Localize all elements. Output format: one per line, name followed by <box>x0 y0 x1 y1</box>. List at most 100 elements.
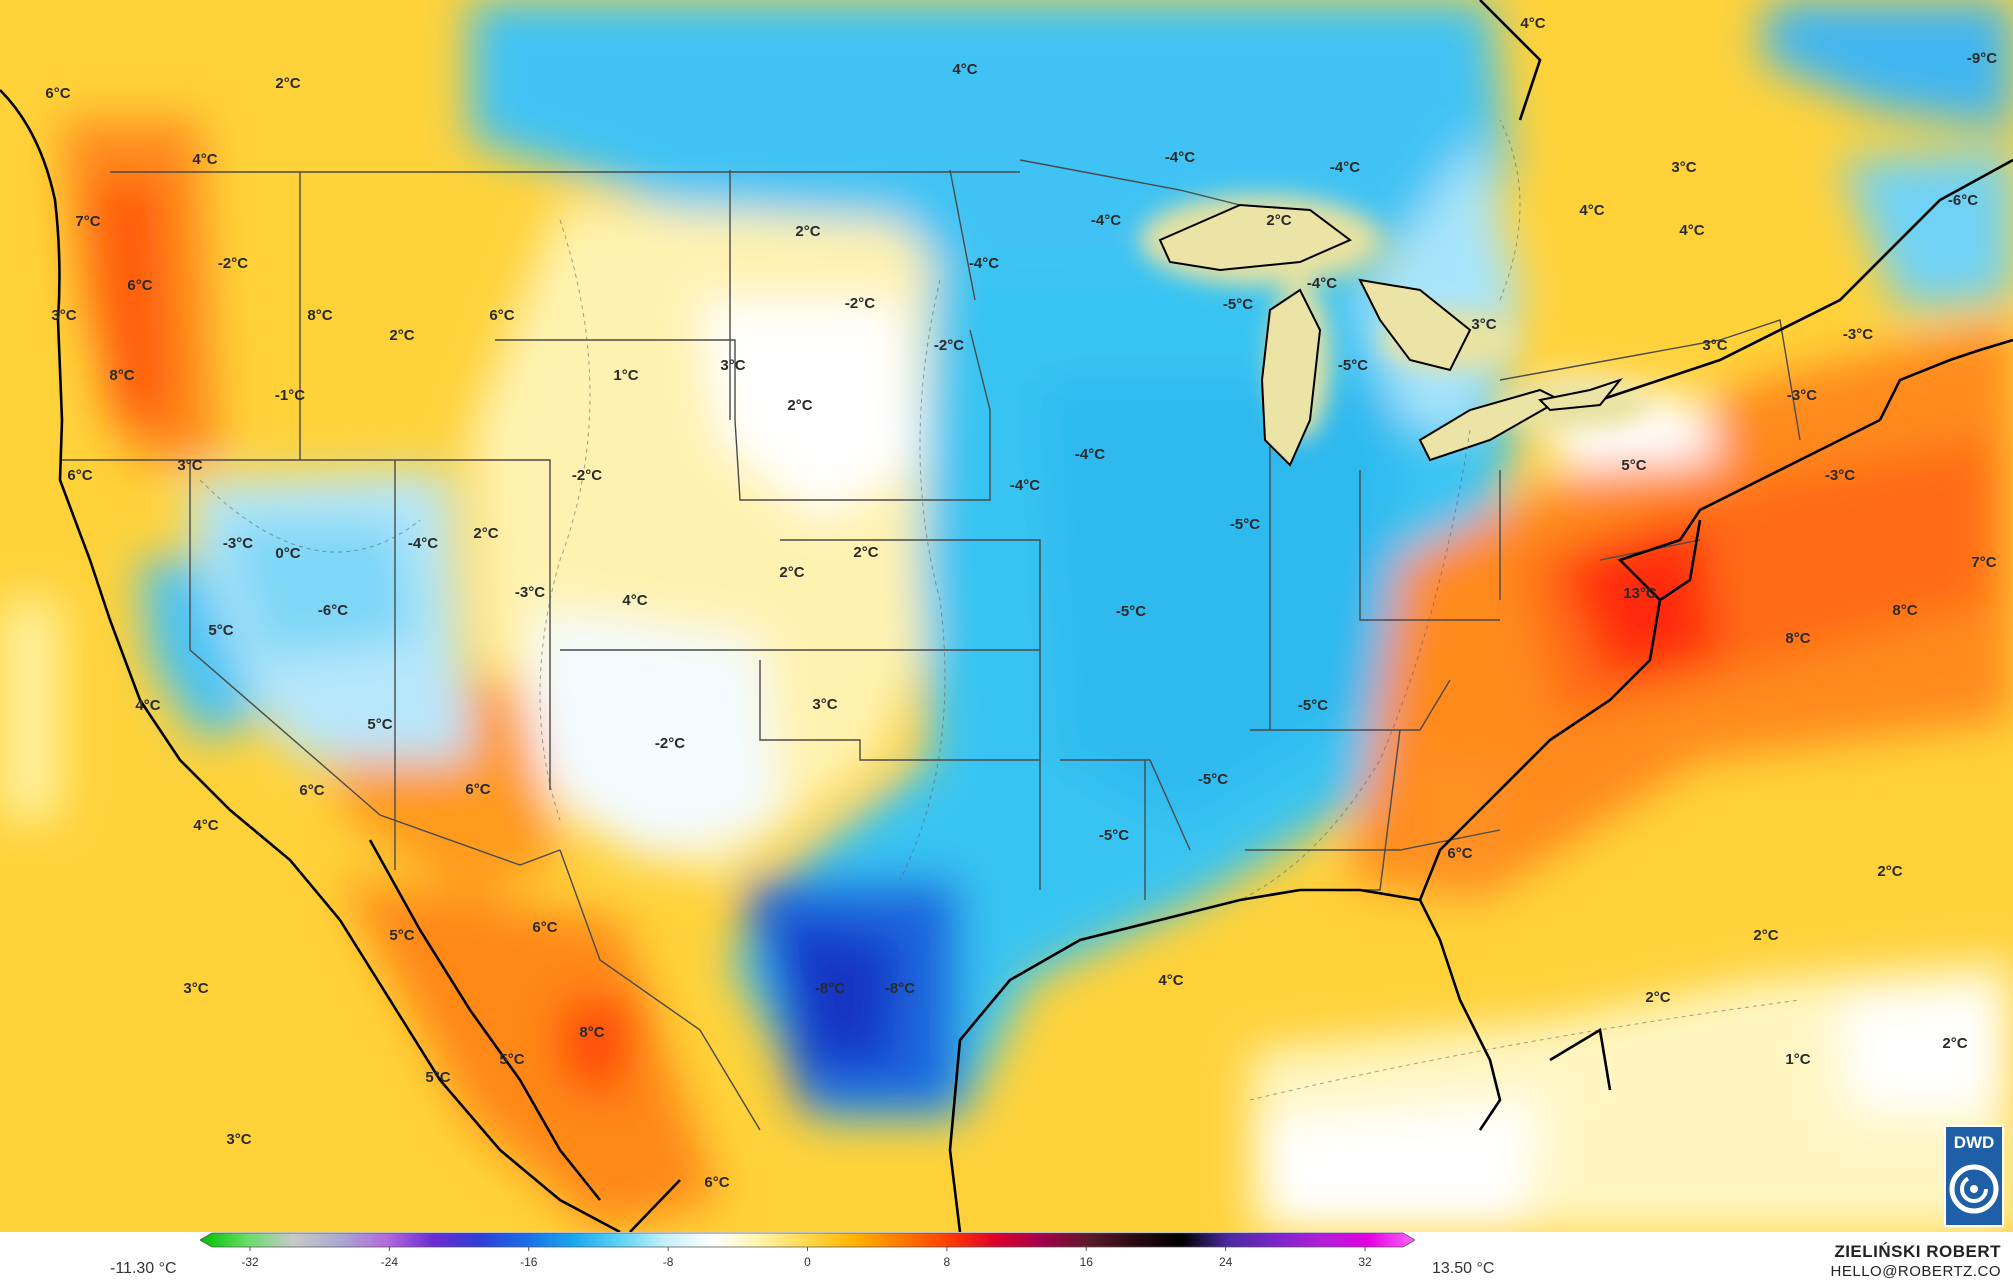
temperature-label: 1°C <box>613 367 638 384</box>
scale-tick-label: -8 <box>663 1255 674 1269</box>
temperature-label: 8°C <box>109 367 134 384</box>
temperature-label: 4°C <box>622 592 647 609</box>
temperature-label: 6°C <box>299 782 324 799</box>
temperature-label: 2°C <box>1753 927 1778 944</box>
temperature-label: 6°C <box>127 277 152 294</box>
temperature-label: -4°C <box>1165 149 1195 166</box>
temperature-label: 7°C <box>1971 554 1996 571</box>
temperature-label: -4°C <box>1010 477 1040 494</box>
temperature-label: -3°C <box>515 584 545 601</box>
temperature-label: 5°C <box>1621 457 1646 474</box>
temperature-label: -2°C <box>572 467 602 484</box>
temperature-label: 8°C <box>579 1024 604 1041</box>
contour-lines <box>199 119 1801 1101</box>
color-scale-ticks: -32 -24 -16 -8 0 8 16 24 32 <box>241 1247 1372 1269</box>
scale-tick-label: -32 <box>241 1255 259 1269</box>
temperature-label: -3°C <box>1787 387 1817 404</box>
temperature-label: -3°C <box>223 535 253 552</box>
temperature-label: 4°C <box>1520 15 1545 32</box>
temperature-label: -5°C <box>1198 771 1228 788</box>
scale-tick-label: -24 <box>381 1255 399 1269</box>
temperature-label: 3°C <box>812 696 837 713</box>
temperature-label: 13°C <box>1623 585 1657 602</box>
temperature-label: 2°C <box>1942 1035 1967 1052</box>
temperature-label: 6°C <box>45 85 70 102</box>
color-scale: -32 -24 -16 -8 0 8 16 24 32 <box>200 1232 1415 1269</box>
dwd-logo: DWD <box>1944 1125 2004 1227</box>
great-lakes <box>1158 203 1623 467</box>
temperature-label: -4°C <box>1075 446 1105 463</box>
temperature-label: 2°C <box>853 544 878 561</box>
temperature-label: 2°C <box>1877 863 1902 880</box>
temperature-label: 3°C <box>1702 337 1727 354</box>
temperature-label: 3°C <box>720 357 745 374</box>
temperature-label: 4°C <box>135 697 160 714</box>
temperature-label: 3°C <box>183 980 208 997</box>
temperature-label: 6°C <box>489 307 514 324</box>
scale-tick-label: 0 <box>804 1255 811 1269</box>
temperature-label: -2°C <box>845 295 875 312</box>
temperature-label: -2°C <box>934 337 964 354</box>
temperature-label: -2°C <box>655 735 685 752</box>
temperature-label: 3°C <box>226 1131 251 1148</box>
swirl-icon <box>1949 1164 1999 1214</box>
temperature-label: -4°C <box>408 535 438 552</box>
temperature-label: -5°C <box>1230 516 1260 533</box>
temperature-label: 8°C <box>307 307 332 324</box>
temperature-label: 2°C <box>389 327 414 344</box>
dwd-logo-text: DWD <box>1953 1133 1995 1152</box>
scale-tick-label: 16 <box>1080 1255 1094 1269</box>
color-scale-bar <box>200 1232 1415 1248</box>
temperature-label: 5°C <box>389 927 414 944</box>
temperature-labels: 6°C 2°C 4°C 7°C -2°C 6°C 3°C 8°C 8°C 2°C 6°C -1°C 1°… <box>45 15 1997 1191</box>
temperature-label: 2°C <box>473 525 498 542</box>
author-email: HELLO@ROBERTZ.CO <box>1830 1263 2001 1280</box>
temperature-label: -1°C <box>275 387 305 404</box>
temperature-label: -6°C <box>1948 192 1978 209</box>
temperature-label: 3°C <box>177 457 202 474</box>
state-borders <box>60 159 1801 1131</box>
coastlines <box>0 0 2013 1232</box>
temperature-label: 2°C <box>1266 212 1291 229</box>
temperature-label: 6°C <box>532 919 557 936</box>
temperature-label: 6°C <box>465 781 490 798</box>
temperature-label: 6°C <box>1447 845 1472 862</box>
scale-tick-label: 24 <box>1219 1255 1233 1269</box>
temperature-label: 2°C <box>787 397 812 414</box>
temperature-label: -4°C <box>1307 275 1337 292</box>
temperature-label: 2°C <box>779 564 804 581</box>
temperature-label: -5°C <box>1116 603 1146 620</box>
temperature-label: -5°C <box>1338 357 1368 374</box>
temperature-label: 4°C <box>1158 972 1183 989</box>
temperature-label: 3°C <box>1671 159 1696 176</box>
scale-tick-label: 32 <box>1358 1255 1372 1269</box>
temperature-label: -6°C <box>318 602 348 619</box>
temperature-label: 4°C <box>192 151 217 168</box>
temperature-label: 6°C <box>67 467 92 484</box>
temperature-label: 8°C <box>1785 630 1810 647</box>
temperature-label: 6°C <box>704 1174 729 1191</box>
author-name: ZIELIŃSKI ROBERT <box>1834 1242 2001 1261</box>
temperature-label: 2°C <box>1645 989 1670 1006</box>
temperature-label: 2°C <box>795 223 820 240</box>
temperature-label: -8°C <box>885 980 915 997</box>
temperature-map: 6°C 2°C 4°C 7°C -2°C 6°C 3°C 8°C 8°C 2°C 6°C -1°C 1°… <box>0 0 2013 1232</box>
temperature-label: -3°C <box>1843 326 1873 343</box>
temperature-label: 0°C <box>275 545 300 562</box>
scale-tick-label: -16 <box>520 1255 538 1269</box>
temperature-label: -5°C <box>1223 296 1253 313</box>
legend-bar: -11.30 °C -32 -24 -16 -8 0 8 16 24 32 13.50 °C Z… <box>0 1232 2013 1287</box>
temperature-label: 3°C <box>51 307 76 324</box>
temperature-label: 1°C <box>1785 1051 1810 1068</box>
temperature-label: 5°C <box>208 622 233 639</box>
temperature-label: -3°C <box>1825 467 1855 484</box>
temperature-label: 8°C <box>1892 602 1917 619</box>
temperature-label: -2°C <box>218 255 248 272</box>
temperature-label: 4°C <box>1579 202 1604 219</box>
temperature-label: 5°C <box>425 1069 450 1086</box>
temperature-label: 4°C <box>1679 222 1704 239</box>
temperature-field <box>0 0 2013 1232</box>
temperature-label: 4°C <box>952 61 977 78</box>
temperature-label: -4°C <box>969 255 999 272</box>
temperature-label: -4°C <box>1330 159 1360 176</box>
